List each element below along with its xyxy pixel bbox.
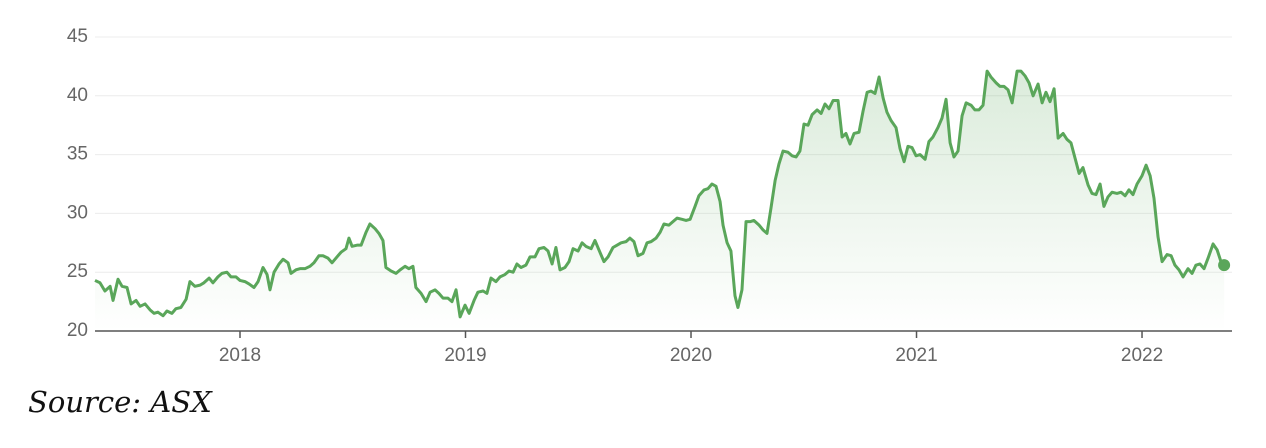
x-tick-label: 2022 (1121, 345, 1163, 366)
y-tick-label: 35 (67, 144, 88, 165)
x-tick-label: 2021 (895, 345, 937, 366)
source-note: Source: ASX (28, 385, 213, 419)
y-tick-label: 25 (67, 261, 88, 282)
area (95, 71, 1225, 331)
last-point (1218, 259, 1231, 272)
y-tick-label: 40 (67, 85, 88, 106)
x-tick-label: 2020 (670, 345, 712, 366)
y-tick-label: 45 (67, 26, 88, 47)
x-tick-label: 2019 (444, 345, 486, 366)
plot (94, 69, 1231, 331)
y-tick-label: 20 (67, 320, 88, 341)
x-tick-label: 2018 (219, 345, 261, 366)
line (94, 69, 1226, 319)
y-tick-label: 30 (67, 202, 88, 223)
